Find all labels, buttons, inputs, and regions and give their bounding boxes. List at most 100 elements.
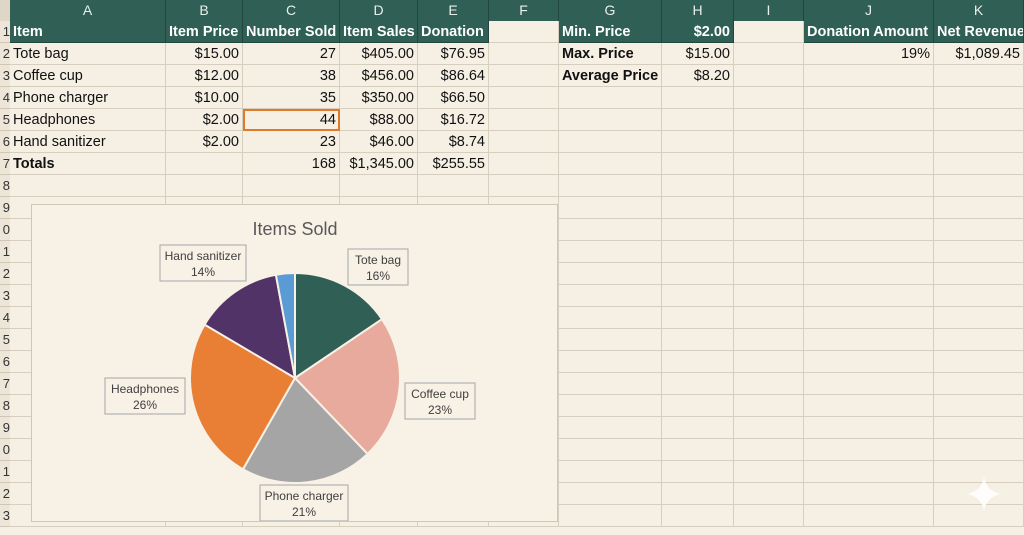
row-header[interactable]: 3 [0,285,10,307]
cell[interactable] [804,241,934,263]
cell[interactable] [489,21,559,43]
cell[interactable] [734,439,804,461]
row-header[interactable]: 1 [0,241,10,263]
cell[interactable] [662,417,734,439]
cell[interactable] [934,373,1024,395]
column-header-G[interactable]: G [559,0,662,21]
totals-label[interactable]: Totals [10,153,166,175]
cell[interactable] [559,329,662,351]
column-header-C[interactable]: C [243,0,340,21]
data-label-coffee-cup[interactable]: Coffee cup 23% [404,382,476,420]
cell[interactable] [934,65,1024,87]
cell[interactable] [804,109,934,131]
item-price-cell[interactable]: $2.00 [166,131,243,153]
cell[interactable] [934,153,1024,175]
cell[interactable] [662,131,734,153]
cell[interactable] [559,351,662,373]
pie-slice-tote-bag[interactable] [294,271,384,380]
stat-label[interactable]: Min. Price [559,21,662,43]
cell[interactable] [559,175,662,197]
column-header-B[interactable]: B [166,0,243,21]
cell[interactable] [489,175,559,197]
cell[interactable] [804,131,934,153]
row-header[interactable]: 3 [0,505,10,527]
cell[interactable] [804,373,934,395]
cell[interactable] [934,417,1024,439]
cell[interactable] [734,219,804,241]
cell[interactable] [734,131,804,153]
table-header-cell[interactable]: Donation [418,21,489,43]
item-name-cell[interactable]: Coffee cup [10,65,166,87]
table-header-cell[interactable]: Item [10,21,166,43]
cell[interactable] [934,439,1024,461]
cell[interactable] [662,153,734,175]
item-name-cell[interactable]: Hand sanitizer [10,131,166,153]
item-sales-cell[interactable]: $88.00 [340,109,418,131]
cell[interactable] [734,395,804,417]
cell[interactable] [734,21,804,43]
cell[interactable] [804,329,934,351]
cell[interactable] [804,175,934,197]
item-name-cell[interactable]: Tote bag [10,43,166,65]
cell[interactable] [804,439,934,461]
item-sales-cell[interactable]: $350.00 [340,87,418,109]
cell[interactable] [559,285,662,307]
cell[interactable] [734,241,804,263]
cell[interactable] [559,153,662,175]
cell[interactable] [559,395,662,417]
cell[interactable] [804,395,934,417]
cell[interactable] [934,263,1024,285]
number-sold-cell[interactable]: 23 [243,131,340,153]
total-sales-cell[interactable]: $1,345.00 [340,153,418,175]
total-sold-cell[interactable]: 168 [243,153,340,175]
cell[interactable] [734,329,804,351]
cell[interactable] [489,109,559,131]
cell[interactable] [559,373,662,395]
row-header[interactable]: 2 [0,43,10,65]
column-header-J[interactable]: J [804,0,934,21]
item-price-cell[interactable]: $12.00 [166,65,243,87]
row-header[interactable]: 7 [0,153,10,175]
row-header[interactable]: 8 [0,395,10,417]
cell[interactable] [559,87,662,109]
cell[interactable] [804,153,934,175]
row-header[interactable]: 8 [0,175,10,197]
item-sales-cell[interactable]: $405.00 [340,43,418,65]
cell[interactable] [166,153,243,175]
item-name-cell[interactable]: Headphones [10,109,166,131]
cell[interactable] [934,307,1024,329]
cell[interactable] [559,131,662,153]
cell[interactable] [559,461,662,483]
row-header[interactable]: 1 [0,461,10,483]
item-price-cell[interactable]: $2.00 [166,109,243,131]
row-header[interactable]: 0 [0,219,10,241]
cell[interactable] [662,87,734,109]
donation-cell[interactable]: $76.95 [418,43,489,65]
cell[interactable] [734,87,804,109]
stat-value[interactable]: $2.00 [662,21,734,43]
cell[interactable] [734,461,804,483]
cell[interactable] [559,197,662,219]
table-header-cell[interactable]: Number Sold [243,21,340,43]
item-price-cell[interactable]: $15.00 [166,43,243,65]
cell[interactable] [662,109,734,131]
cell[interactable] [662,307,734,329]
cell[interactable] [662,373,734,395]
cell[interactable] [489,505,559,527]
cell[interactable] [662,219,734,241]
cell[interactable] [734,153,804,175]
selected-cell[interactable]: 44 [243,109,340,131]
cell[interactable] [662,285,734,307]
cell[interactable] [559,109,662,131]
row-header[interactable]: 2 [0,263,10,285]
cell[interactable] [804,417,934,439]
row-header[interactable]: 4 [0,307,10,329]
number-sold-cell[interactable]: 27 [243,43,340,65]
cell[interactable] [804,87,934,109]
cell[interactable] [734,175,804,197]
donation-cell[interactable]: $66.50 [418,87,489,109]
row-header[interactable]: 6 [0,131,10,153]
pie-slice-headphones[interactable] [189,323,297,471]
cell[interactable] [662,329,734,351]
table-header-cell[interactable]: Item Sales [340,21,418,43]
